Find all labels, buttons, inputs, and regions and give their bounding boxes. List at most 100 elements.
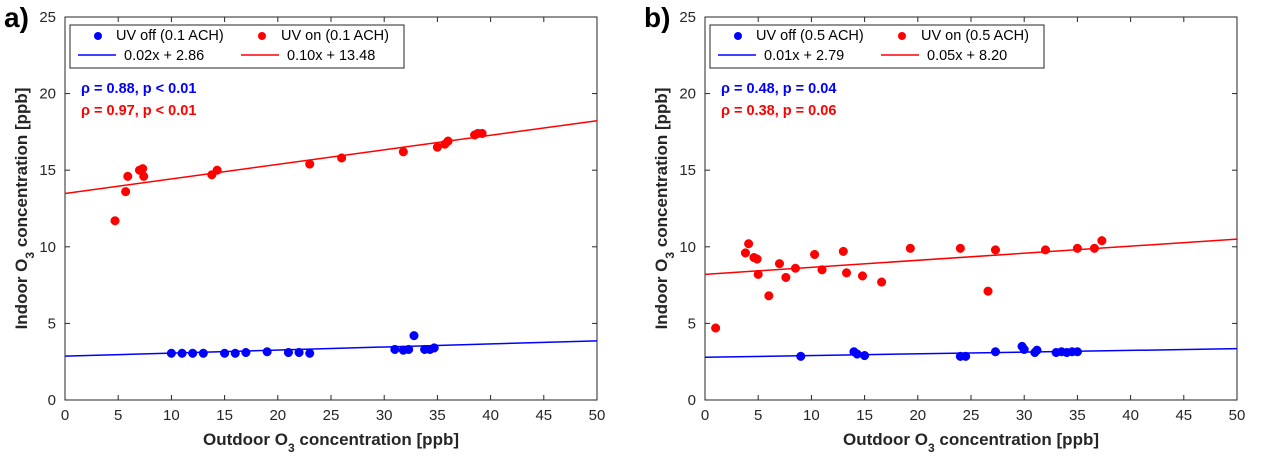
data-point-uv-on (857, 271, 868, 281)
data-point-uv-on (983, 286, 993, 296)
legend: UV off (0.5 ACH) UV on (0.5 ACH) 0.01x + 2… (709, 24, 1045, 69)
stat-text-uv-on: ρ = 0.38, p = 0.06 (721, 103, 836, 119)
x-tick-label: 5 (754, 407, 762, 424)
data-point-uv-on (212, 165, 222, 175)
data-point-uv-on (810, 249, 820, 260)
x-tick-label: 25 (963, 407, 980, 424)
legend-marker (734, 32, 742, 40)
plot-area-a (64, 16, 598, 401)
y-tick-label: 15 (39, 162, 56, 179)
data-point-uv-off (961, 351, 971, 361)
x-tick-label: 30 (376, 407, 393, 424)
x-tick-label: 50 (589, 407, 606, 424)
y-tick-label: 25 (39, 9, 56, 26)
y-axis-title: Indoor O3 concentration [ppb] (12, 88, 37, 330)
data-point-uv-on (1089, 243, 1099, 253)
legend-label: 0.10x + 13.48 (287, 48, 375, 64)
x-tick-label: 40 (482, 407, 499, 424)
data-point-uv-off (177, 348, 187, 358)
y-tick-label: 20 (39, 86, 56, 103)
x-tick-label: 20 (909, 407, 926, 424)
data-point-uv-on (990, 245, 1001, 255)
x-tick-label: 35 (429, 407, 446, 424)
legend-box (709, 24, 1045, 69)
data-point-uv-on (1072, 243, 1082, 253)
legend-label: 0.01x + 2.79 (764, 48, 844, 64)
data-point-uv-off (220, 348, 230, 358)
y-tick-label: 0 (48, 392, 56, 409)
y-tick-label: 10 (679, 239, 696, 256)
fit-line-uv-off (64, 340, 598, 357)
data-point-uv-off (166, 348, 176, 358)
legend-label: UV on (0.5 ACH) (921, 28, 1029, 44)
fit-line-uv-on (64, 119, 598, 195)
data-point-uv-off (230, 348, 240, 358)
data-point-uv-off (429, 343, 439, 353)
legend-box (69, 24, 405, 69)
data-point-uv-on (764, 291, 774, 301)
fit-line-uv-off (704, 347, 1238, 359)
x-tick-label: 5 (114, 407, 122, 424)
x-tick-label: 10 (803, 407, 820, 424)
x-tick-label: 15 (216, 407, 233, 424)
plot-area-b (704, 16, 1238, 401)
x-tick-label: 45 (535, 407, 552, 424)
data-point-uv-on (752, 254, 762, 264)
x-tick-label: 15 (856, 407, 873, 424)
x-tick-label: 35 (1069, 407, 1086, 424)
x-tick-label: 10 (163, 407, 180, 424)
data-point-uv-off (262, 347, 272, 357)
y-tick-label: 0 (688, 392, 696, 409)
scatter-plot-a: 0 5 10 15 20 25 30 35 40 45 50 0 5 10 15 20 25 Outdoor O3… (12, 9, 606, 455)
data-point-uv-on (790, 263, 800, 273)
data-point-uv-off (860, 351, 870, 361)
x-tick-label: 30 (1016, 407, 1033, 424)
data-point-uv-on (905, 243, 915, 253)
data-point-uv-on (740, 248, 750, 258)
data-point-uv-on (1097, 236, 1107, 246)
stat-text-uv-off: ρ = 0.88, p < 0.01 (81, 81, 196, 97)
legend-label: 0.05x + 8.20 (927, 48, 1007, 64)
panel-label-b: b) (644, 2, 671, 33)
data-point-uv-off (990, 347, 1001, 357)
data-point-uv-off (404, 344, 414, 354)
x-tick-label: 0 (701, 407, 709, 424)
scatter-plot-b: 0 5 10 15 20 25 30 35 40 45 50 0 5 10 15 20 25 Outdoor O3… (652, 9, 1245, 455)
data-point-uv-off (198, 348, 208, 358)
x-tick-label: 25 (323, 407, 340, 424)
data-point-uv-on (744, 239, 754, 249)
data-point-uv-on (305, 159, 315, 169)
x-tick-label: 20 (269, 407, 286, 424)
data-point-uv-on (955, 243, 965, 253)
data-point-uv-on (774, 259, 785, 269)
data-point-uv-on (841, 268, 852, 278)
legend-label: UV on (0.1 ACH) (281, 28, 389, 44)
chart-panel-b: b) 0 5 10 15 20 25 30 35 40 45 50 0 5 10 15 20 25 Outdoor… (640, 0, 1280, 461)
legend-label: 0.02x + 2.86 (124, 48, 204, 64)
y-tick-label: 5 (688, 315, 696, 332)
data-point-uv-off (796, 351, 806, 361)
data-point-uv-on (711, 323, 721, 333)
data-point-uv-on (123, 171, 133, 181)
y-tick-label: 25 (679, 9, 696, 26)
x-axis-title: Outdoor O3 concentration [ppb] (843, 430, 1099, 455)
data-point-uv-on (877, 277, 887, 287)
legend-label: UV off (0.1 ACH) (116, 28, 224, 44)
data-point-uv-off (390, 344, 400, 354)
data-point-uv-on (139, 171, 149, 181)
legend-marker (258, 32, 266, 40)
data-point-uv-off (1019, 344, 1029, 354)
legend-label: UV off (0.5 ACH) (756, 28, 864, 44)
y-tick-label: 20 (679, 86, 696, 103)
data-point-uv-on (110, 216, 120, 226)
y-tick-label: 5 (48, 315, 56, 332)
data-point-uv-off (305, 348, 315, 358)
legend: UV off (0.1 ACH) UV on (0.1 ACH) 0.02x + 2… (69, 24, 405, 69)
legend-marker (898, 32, 906, 40)
data-point-uv-on (753, 269, 763, 279)
legend-marker (94, 32, 102, 40)
stat-text-uv-on: ρ = 0.97, p < 0.01 (81, 103, 196, 119)
y-axis-title: Indoor O3 concentration [ppb] (652, 88, 677, 330)
data-point-uv-on (443, 136, 453, 146)
data-point-uv-off (283, 347, 293, 358)
